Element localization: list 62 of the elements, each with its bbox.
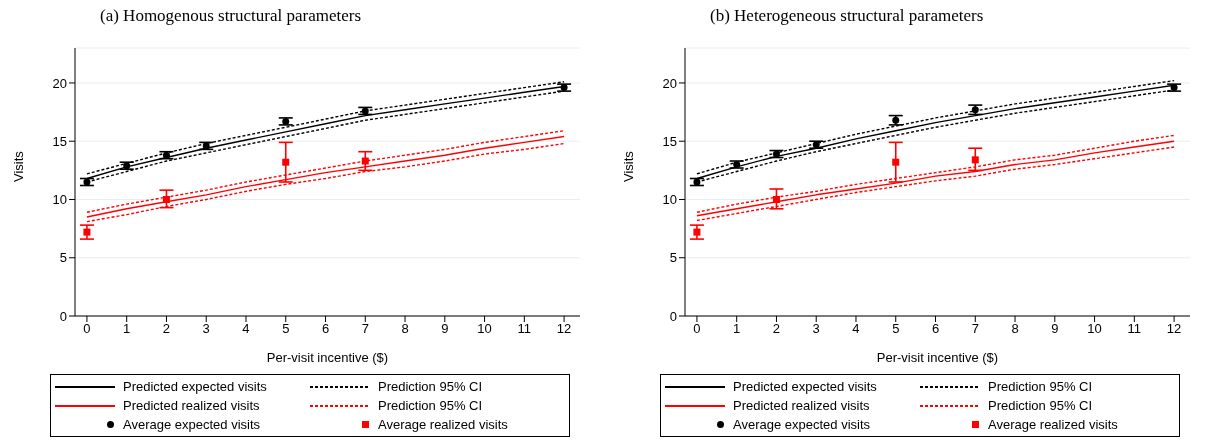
- legend-label: Prediction 95% CI: [378, 398, 483, 413]
- point: [892, 158, 900, 166]
- x-tick-label: 5: [282, 321, 290, 337]
- x-tick-label: 3: [812, 321, 820, 337]
- chart-title: (b) Heterogeneous structural parameters: [709, 5, 985, 27]
- x-tick-label: 8: [401, 321, 409, 337]
- legend-label: Average expected visits: [733, 417, 871, 432]
- legend-label: Predicted expected visits: [123, 379, 267, 394]
- legend-label: Average realized visits: [378, 417, 508, 432]
- point: [693, 228, 701, 236]
- x-tick-label: 6: [931, 321, 940, 337]
- y-axis-title: Visits: [620, 150, 636, 182]
- x-tick-label: 7: [361, 321, 369, 337]
- point: [971, 156, 979, 164]
- legend-label: Predicted realized visits: [123, 398, 260, 413]
- point: [772, 195, 780, 203]
- x-axis-title: Per-visit incentive ($): [876, 350, 999, 365]
- legend-label: Prediction 95% CI: [988, 398, 1093, 413]
- y-tick-label: 5: [669, 250, 677, 266]
- chart-title: (a) Homogenous structural parameters: [99, 5, 363, 27]
- x-tick-label: 8: [1011, 321, 1019, 337]
- x-tick-label: 7: [971, 321, 979, 337]
- y-tick-label: 5: [59, 250, 67, 266]
- point: [83, 228, 91, 236]
- x-tick-label: 2: [772, 321, 781, 337]
- x-axis-title: Per-visit incentive ($): [266, 350, 389, 365]
- x-tick-label: 5: [892, 321, 900, 337]
- legend-label: Predicted expected visits: [733, 379, 877, 394]
- y-tick-label: 10: [662, 192, 677, 208]
- legend-label: Prediction 95% CI: [988, 379, 1093, 394]
- x-tick-label: 11: [517, 321, 532, 337]
- x-tick-label: 11: [1127, 321, 1142, 337]
- x-tick-label: 0: [693, 321, 701, 337]
- x-tick-label: 12: [556, 321, 572, 337]
- y-tick-label: 10: [52, 192, 67, 208]
- x-tick-label: 9: [1051, 321, 1059, 337]
- point: [162, 195, 170, 203]
- x-tick-label: 12: [1166, 321, 1182, 337]
- x-tick-label: 10: [477, 321, 492, 337]
- x-tick-label: 9: [441, 321, 449, 337]
- legend-label: Prediction 95% CI: [378, 379, 483, 394]
- x-tick-label: 4: [242, 321, 250, 337]
- point: [282, 158, 290, 166]
- legend-label: Average expected visits: [123, 417, 261, 432]
- y-tick-label: 20: [662, 75, 677, 91]
- legend-label: Average realized visits: [988, 417, 1118, 432]
- y-tick-label: 0: [669, 308, 677, 324]
- y-axis-title: Visits: [10, 150, 26, 182]
- y-tick-label: 20: [52, 75, 67, 91]
- x-tick-label: 6: [321, 321, 330, 337]
- x-tick-label: 2: [162, 321, 171, 337]
- point: [361, 157, 369, 165]
- x-tick-label: 4: [852, 321, 860, 337]
- y-tick-label: 15: [662, 133, 677, 149]
- x-tick-label: 3: [202, 321, 210, 337]
- x-tick-label: 1: [123, 321, 131, 337]
- y-tick-label: 0: [59, 308, 67, 324]
- x-tick-label: 1: [733, 321, 741, 337]
- x-tick-label: 0: [83, 321, 91, 337]
- x-tick-label: 10: [1087, 321, 1102, 337]
- y-tick-label: 15: [52, 133, 67, 149]
- legend-label: Predicted realized visits: [733, 398, 870, 413]
